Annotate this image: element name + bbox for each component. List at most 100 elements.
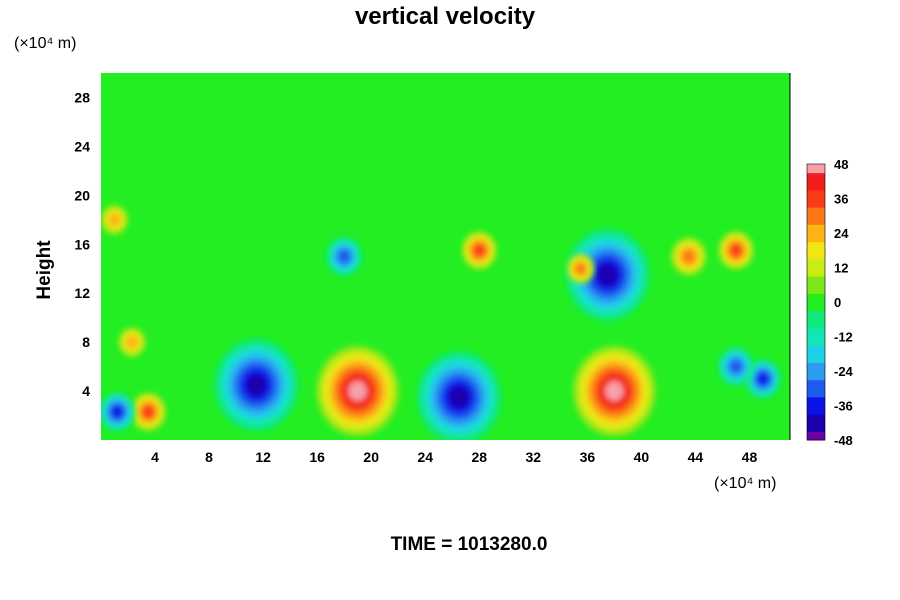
colorbar-tick-label: 0 (834, 295, 841, 310)
x-tick-label: 4 (151, 449, 159, 465)
heatmap-feature (417, 351, 501, 440)
colorbar-tick-label: -12 (834, 330, 853, 345)
contour-band (348, 381, 367, 401)
colorbar-band (807, 353, 825, 363)
x-tick-label: 40 (634, 449, 650, 465)
colorbar-band (807, 233, 825, 243)
colorbar-tick-label: -48 (834, 433, 853, 448)
y-tick-label: 12 (74, 285, 90, 301)
heatmap-feature (101, 204, 129, 235)
colorbar-band (807, 276, 825, 286)
heatmap-feature (315, 345, 400, 438)
contour-band (605, 381, 624, 401)
colorbar-band (807, 371, 825, 381)
y-tick-label: 16 (74, 236, 90, 252)
heatmap-feature (118, 326, 147, 358)
time-label: TIME = 1013280.0 (391, 534, 548, 555)
contour-band (730, 244, 742, 257)
colorbar-tick-label: 12 (834, 261, 848, 276)
x-axis-ticks: 4 8 12 16 20 24 28 32 36 40 44 48 (151, 449, 757, 465)
colorbar-band (807, 396, 825, 406)
x-tick-label: 24 (417, 449, 433, 465)
contour-band (142, 405, 154, 418)
colorbar-band (807, 293, 825, 303)
contour-band (449, 386, 470, 408)
y-tick-label: 28 (74, 89, 90, 105)
heatmap-feature (670, 236, 707, 277)
colorbar-band (807, 172, 825, 182)
colorbar-band (807, 284, 825, 294)
colorbar-band (807, 267, 825, 277)
x-tick-label: 20 (363, 449, 379, 465)
y-tick-label: 4 (82, 383, 90, 399)
colorbar: 48 36 24 12 0 -12 -24 -36 -48 (806, 157, 854, 448)
colorbar-band (807, 388, 825, 398)
colorbar-band (807, 414, 825, 424)
colorbar-band (807, 302, 825, 312)
contour-band (597, 264, 618, 286)
colorbar-band (807, 189, 825, 199)
heatmap-feature (130, 392, 167, 432)
contour-band (575, 263, 586, 275)
colorbar-band (807, 379, 825, 389)
colorbar-band (807, 327, 825, 337)
heatmap-feature (101, 392, 136, 432)
contour-band (682, 249, 696, 264)
contour-band (757, 372, 769, 385)
y-axis-ticks: 4 8 12 16 20 24 28 (74, 89, 90, 399)
x-tick-label: 36 (580, 449, 596, 465)
colorbar-band (807, 224, 825, 234)
colorbar-band (807, 405, 825, 415)
contour-band (473, 244, 485, 257)
contour-band (729, 359, 743, 374)
heatmap-features (101, 204, 781, 440)
y-axis-unit: (×10⁴ m) (14, 35, 76, 52)
x-tick-label: 48 (742, 449, 758, 465)
contour-band (337, 249, 351, 264)
colorbar-tick-label: 24 (834, 226, 849, 241)
colorbar-band (807, 164, 825, 174)
heatmap-feature (214, 338, 299, 431)
colorbar-tick-label: -36 (834, 399, 853, 414)
heatmap-feature (717, 347, 754, 387)
y-tick-label: 20 (74, 187, 90, 203)
colorbar-band (807, 258, 825, 268)
heatmap-feature (326, 236, 363, 277)
colorbar-band (807, 250, 825, 260)
colorbar-band (807, 422, 825, 432)
heatmap-feature (461, 230, 498, 270)
colorbar-band (807, 181, 825, 191)
colorbar-frame (806, 163, 826, 441)
contour-band (126, 335, 139, 349)
x-tick-label: 16 (309, 449, 325, 465)
plot-area (101, 73, 791, 440)
heatmap-feature (566, 253, 595, 284)
chart-title: vertical velocity (355, 3, 536, 30)
x-tick-label: 44 (688, 449, 704, 465)
heatmap-feature (717, 230, 754, 270)
colorbar-tick-label: 48 (834, 157, 848, 172)
colorbar-band (807, 336, 825, 346)
y-tick-label: 8 (82, 334, 90, 350)
colorbar-band (807, 431, 825, 441)
contour-band (246, 374, 267, 396)
colorbar-band (807, 319, 825, 329)
y-tick-label: 24 (74, 138, 90, 154)
x-tick-label: 12 (255, 449, 271, 465)
x-tick-label: 32 (526, 449, 542, 465)
x-tick-label: 8 (205, 449, 213, 465)
heatmap-feature (572, 345, 657, 438)
y-axis-label: Height (34, 240, 55, 300)
colorbar-tick-label: 36 (834, 192, 848, 207)
colorbar-band (807, 241, 825, 251)
contour-band (108, 213, 121, 227)
heatmap-feature (744, 359, 781, 399)
colorbar-tick-label: -24 (834, 364, 854, 379)
colorbar-band (807, 207, 825, 217)
colorbar-band (807, 310, 825, 320)
x-tick-label: 28 (471, 449, 487, 465)
colorbar-band (807, 215, 825, 225)
colorbar-band (807, 345, 825, 355)
colorbar-band (807, 198, 825, 208)
